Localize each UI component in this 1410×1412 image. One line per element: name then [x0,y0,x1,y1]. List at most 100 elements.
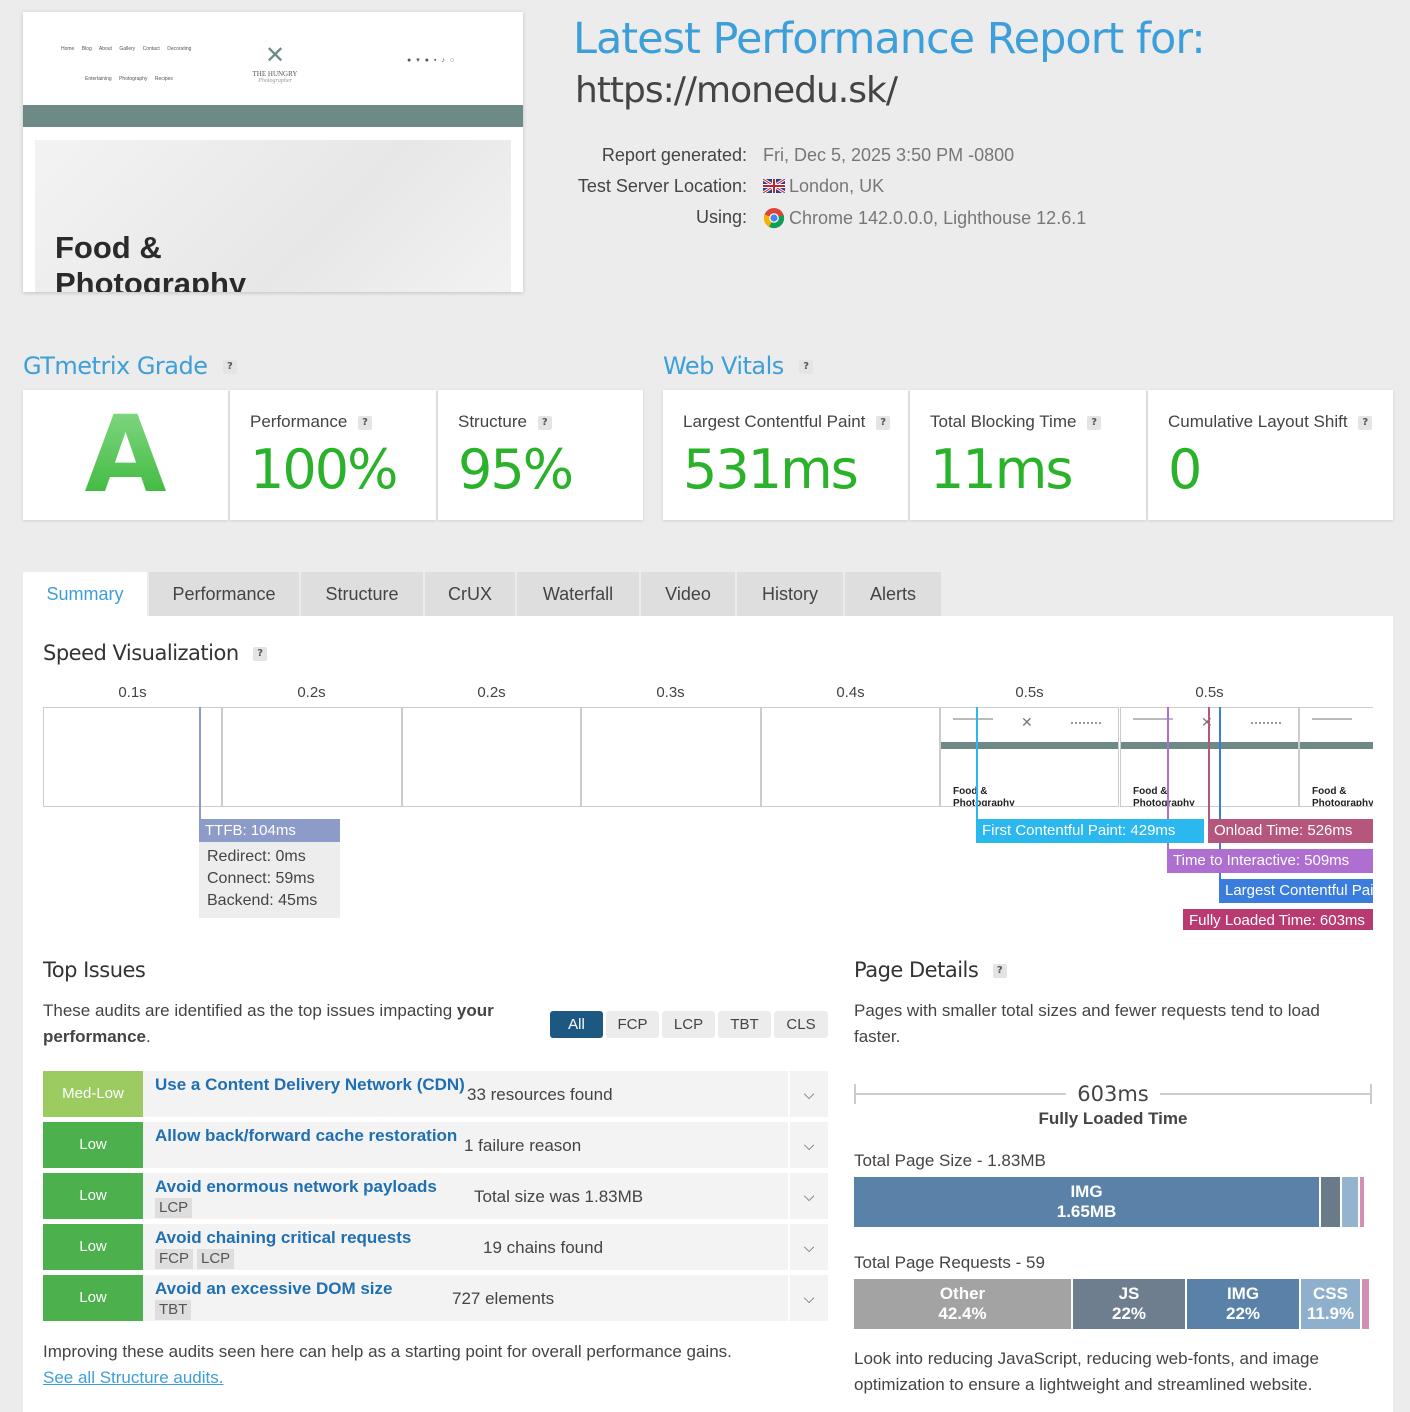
segment-label: CSS [1313,1284,1348,1303]
issue-row[interactable]: Low Allow back/forward cache restoration… [43,1122,828,1168]
requests-segment-img[interactable]: IMG 22% [1187,1279,1299,1329]
frame-time: 0.5s [1195,684,1224,701]
tab-waterfall[interactable]: Waterfall [517,572,641,616]
frame-time: 0.4s [836,684,865,701]
page-requests-label: Total Page Requests - 59 [854,1253,1045,1272]
help-icon[interactable]: ? [992,964,1007,978]
page-details-footer: Look into reducing JavaScript, reducing … [854,1349,1319,1394]
cls-label: Cumulative Layout Shift ? [1168,412,1373,432]
lcp-label-text: Largest Contentful Paint [683,412,866,431]
preview-social-icons: ●▾●▪♪○ [407,57,460,64]
chrome-icon [763,208,785,229]
issue-detail: 33 resources found [467,1085,613,1104]
filter-all[interactable]: All [550,1011,603,1038]
severity-badge: Low [43,1275,143,1321]
help-icon[interactable]: ? [1087,415,1102,430]
speed-viz: 0.1s 0.2s 0.2s 0.3s 0.4s 0.5s 0.5s ✕ Foo… [43,684,1373,930]
preview-logo-text: THE HUNGRY [252,70,298,78]
requests-segment-other[interactable]: Other 42.4% [854,1279,1071,1329]
structure-audits-link[interactable]: See all Structure audits. [43,1368,224,1387]
grade-card: A [23,390,228,520]
onload-tag: Onload Time: 526ms [1208,819,1373,843]
browser-text: Chrome 142.0.0.0, Lighthouse 12.6.1 [789,208,1087,228]
tab-alerts[interactable]: Alerts [845,572,941,616]
help-icon[interactable]: ? [876,415,891,430]
meta-value-generated: Fri, Dec 5, 2025 3:50 PM -0800 [763,145,1015,165]
issue-title-text: Avoid enormous network payloads [155,1177,437,1196]
issues-desc-pre: These audits are identified as the top i… [43,1001,457,1020]
lcp-marker [1219,707,1221,879]
filmstrip-frame[interactable] [43,707,222,807]
tab-structure[interactable]: Structure [301,572,425,616]
filmstrip-frame[interactable]: Food & Photography [1299,707,1373,807]
issue-title[interactable]: Use a Content Delivery Network (CDN) [155,1075,465,1094]
mini-nav [953,718,993,720]
size-segment-img[interactable]: IMG 1.65MB [854,1177,1319,1227]
size-segment[interactable] [1321,1177,1340,1227]
issue-title[interactable]: Avoid chaining critical requests FCP LCP [155,1228,465,1269]
tab-performance[interactable]: Performance [149,572,301,616]
issue-row[interactable]: Low Avoid an excessive DOM size TBT 727 … [43,1275,828,1321]
fork-knife-icon: ✕ [264,43,286,69]
help-icon[interactable]: ? [252,647,267,661]
requests-segment-css[interactable]: CSS 11.9% [1301,1279,1360,1329]
preview-nav-primary: Home Blog About Gallery Contact Decorati… [61,46,197,52]
filter-tbt[interactable]: TBT [718,1011,771,1038]
issue-row[interactable]: Low Avoid chaining critical requests FCP… [43,1224,828,1270]
fcp-marker [976,707,978,819]
page-requests-bar: Other 42.4% JS 22% IMG 22% CSS 11.9% [854,1279,1370,1329]
page-details-title-text: Page Details [854,958,979,982]
size-segment[interactable] [1342,1177,1358,1227]
tab-crux[interactable]: CrUX [425,572,517,616]
issue-detail: 1 failure reason [464,1136,582,1155]
tab-video[interactable]: Video [641,572,737,616]
mini-social [1071,722,1101,725]
issue-row[interactable]: Med-Low Use a Content Delivery Network (… [43,1071,828,1117]
page-details-title: Page Details ? [854,958,1007,982]
help-icon[interactable]: ? [358,415,373,430]
top-issues-desc: These audits are identified as the top i… [43,998,533,1050]
preview-nav-item: Photography [119,76,148,82]
help-icon[interactable]: ? [222,360,237,374]
size-segment[interactable] [1360,1177,1364,1227]
frame-time: 0.2s [477,684,506,701]
mini-band [1300,742,1373,749]
issue-title[interactable]: Avoid enormous network payloads LCP [155,1177,475,1218]
tbt-label: Total Blocking Time ? [930,412,1102,432]
chevron-down-icon[interactable]: ⌵ [788,1275,828,1321]
help-icon[interactable]: ? [1358,415,1373,430]
chevron-down-icon[interactable]: ⌵ [788,1224,828,1270]
chevron-down-icon[interactable]: ⌵ [788,1122,828,1168]
grade-section-title: GTmetrix Grade ? [23,352,237,380]
issue-title[interactable]: Avoid an excessive DOM size TBT [155,1279,465,1320]
requests-segment[interactable] [1362,1279,1369,1329]
help-icon[interactable]: ? [537,415,552,430]
filmstrip-frame[interactable] [222,707,402,807]
site-screenshot: Home Blog About Gallery Contact Decorati… [23,12,523,292]
chevron-down-icon[interactable]: ⌵ [788,1071,828,1117]
chevron-down-icon[interactable]: ⌵ [788,1173,828,1219]
ttfb-marker [199,707,201,819]
issue-row[interactable]: Low Avoid enormous network payloads LCP … [43,1173,828,1219]
tbt-card: Total Blocking Time ? 11ms [910,390,1146,520]
tab-history[interactable]: History [737,572,845,616]
filmstrip-frame[interactable] [761,707,940,807]
filmstrip-frame[interactable] [581,707,761,807]
mini-nav [1312,718,1352,720]
grade-letter: A [23,390,228,520]
filmstrip-frame[interactable] [402,707,581,807]
filter-cls[interactable]: CLS [774,1011,828,1038]
tab-summary[interactable]: Summary [23,572,149,616]
segment-value: 22% [1111,1304,1147,1323]
fork-knife-icon: ✕ [1021,714,1033,730]
help-icon[interactable]: ? [798,360,813,374]
metric-tag: LCP [197,1249,235,1269]
filter-lcp[interactable]: LCP [662,1011,715,1038]
structure-value: 95% [458,438,574,501]
requests-segment-js[interactable]: JS 22% [1073,1279,1185,1329]
issue-title[interactable]: Allow back/forward cache restoration [155,1126,458,1145]
issues-desc-post: . [145,1027,151,1046]
filter-fcp[interactable]: FCP [606,1011,659,1038]
onload-marker [1208,707,1210,819]
filmstrip-frame[interactable]: ✕ Food & Photography [940,707,1119,807]
